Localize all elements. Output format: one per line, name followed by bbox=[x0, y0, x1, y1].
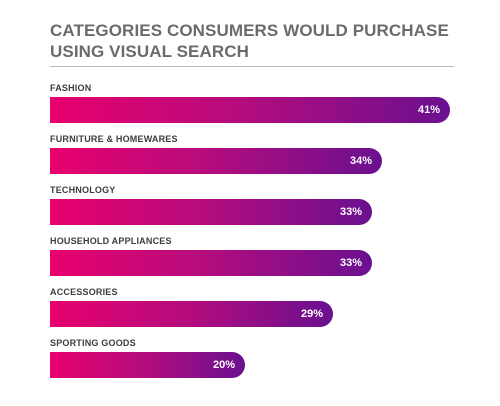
bar-row: HOUSEHOLD APPLIANCES 33% bbox=[50, 235, 470, 276]
bar: 20% bbox=[50, 352, 245, 378]
bar-row: SPORTING GOODS 20% bbox=[50, 337, 470, 378]
bar-value-label: 33% bbox=[339, 206, 362, 218]
bar-row: FASHION 41% bbox=[50, 82, 470, 123]
bar-row: ACCESSORIES 29% bbox=[50, 286, 470, 327]
bar: 33% bbox=[50, 199, 372, 225]
bar-value-label: 33% bbox=[339, 257, 362, 269]
category-label: FASHION bbox=[50, 83, 92, 93]
bar-row: TECHNOLOGY 33% bbox=[50, 184, 470, 225]
bar: 41% bbox=[50, 97, 450, 123]
bar-value-label: 20% bbox=[212, 359, 235, 371]
bar: 34% bbox=[50, 148, 382, 174]
bar-row: FURNITURE & HOMEWARES 34% bbox=[50, 133, 470, 174]
category-label: SPORTING GOODS bbox=[50, 338, 136, 348]
bar-value-label: 34% bbox=[349, 155, 372, 167]
chart-title: CATEGORIES CONSUMERS WOULD PURCHASE USIN… bbox=[50, 21, 449, 61]
category-label: TECHNOLOGY bbox=[50, 185, 116, 195]
title-divider bbox=[50, 66, 454, 67]
bar-value-label: 41% bbox=[417, 104, 440, 116]
bar: 33% bbox=[50, 250, 372, 276]
category-label: ACCESSORIES bbox=[50, 287, 118, 297]
category-label: FURNITURE & HOMEWARES bbox=[50, 134, 178, 144]
bar: 29% bbox=[50, 301, 333, 327]
category-label: HOUSEHOLD APPLIANCES bbox=[50, 236, 172, 246]
bar-value-label: 29% bbox=[300, 308, 323, 320]
